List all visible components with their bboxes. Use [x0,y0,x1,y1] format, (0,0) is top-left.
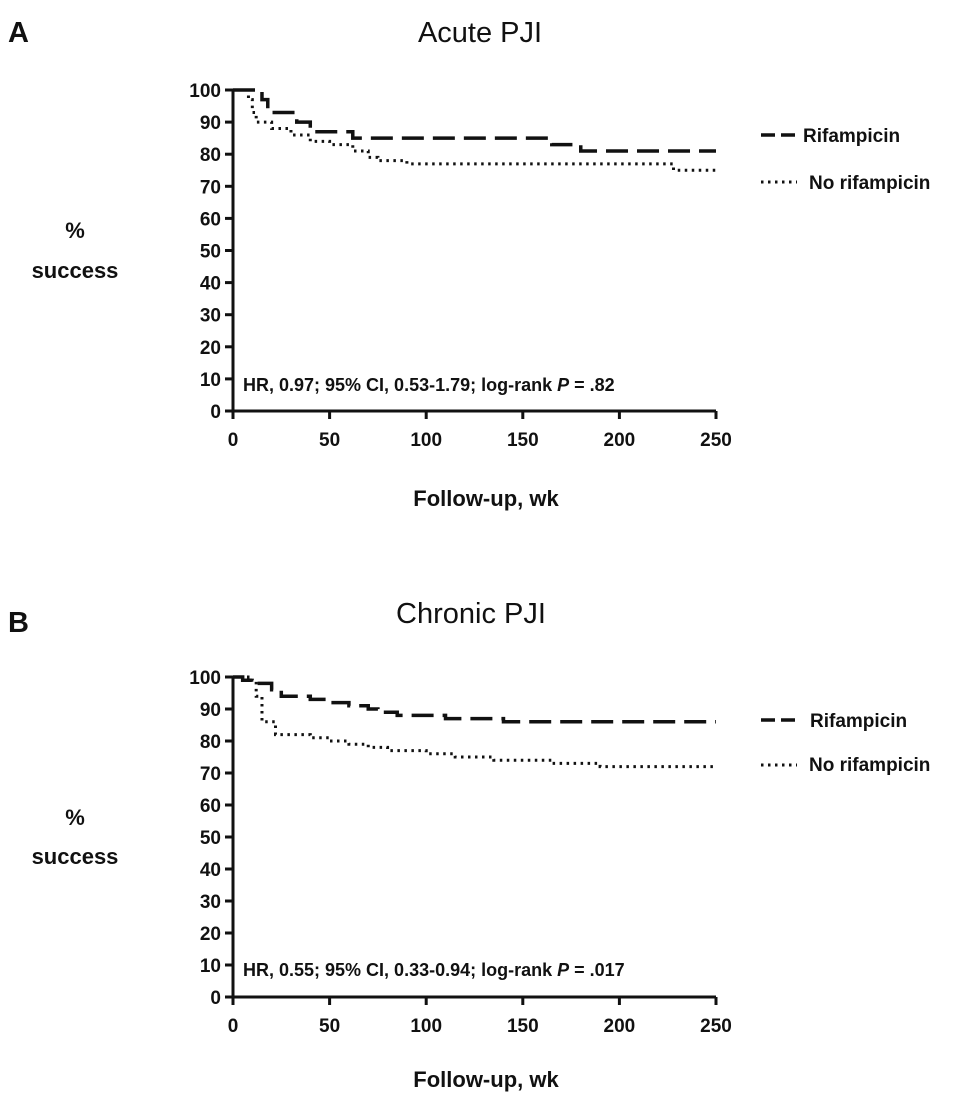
y-tick-label: 50 [200,828,221,849]
legend-label: No rifampicin [809,173,930,194]
y-tick-label: 40 [200,274,221,295]
y-axis-label-line1: % [65,805,85,830]
legend: Rifampicin No rifampicin [761,711,930,776]
series-line-rifampicin [233,88,716,153]
plot-area [233,88,716,172]
panel-a: A Acute PJI % success Follow-up, wk HR, … [8,17,930,511]
stats-annotation: HR, 0.97; 95% CI, 0.53-1.79; log-rank P … [243,375,615,395]
y-axis-label-line1: % [65,218,85,243]
stats-annotation: HR, 0.55; 95% CI, 0.33-0.94; log-rank P … [243,960,625,980]
x-tick-label: 200 [604,430,636,451]
x-tick-label: 0 [228,430,239,451]
series-line-no-rifampicin [233,88,716,172]
y-tick-label: 70 [200,177,221,198]
x-tick-label: 200 [604,1016,636,1037]
x-tick-label: 250 [700,1016,732,1037]
axes: 0 10 20 30 40 50 60 70 80 90 100 0 50 100 150 200 250 [189,81,732,451]
plot-area [233,675,716,769]
x-axis-label: Follow-up, wk [413,486,559,511]
y-tick-label: 20 [200,338,221,359]
chart-title: Acute PJI [418,17,542,49]
panel-letter: A [8,17,29,49]
legend-label: Rifampicin [810,711,907,732]
legend-label: Rifampicin [803,126,900,147]
y-tick-label: 100 [189,81,221,102]
panel-b: B Chronic PJI % success Follow-up, wk HR… [8,598,930,1092]
y-axis-label-line2: success [32,258,119,283]
axes: 0 10 20 30 40 50 60 70 80 90 100 0 50 100 150 200 250 [189,668,732,1037]
chart-title: Chronic PJI [396,598,546,630]
y-tick-label: 20 [200,924,221,945]
legend: Rifampicin No rifampicin [761,126,930,194]
series-line-rifampicin [233,675,716,724]
y-tick-label: 90 [200,113,221,134]
x-axis-label: Follow-up, wk [413,1067,559,1092]
x-tick-label: 100 [410,1016,442,1037]
y-axis-label-line2: success [32,844,119,869]
y-tick-label: 10 [200,370,221,391]
x-tick-label: 100 [410,430,442,451]
y-tick-label: 0 [210,988,221,1009]
y-tick-label: 30 [200,892,221,913]
y-tick-label: 90 [200,700,221,721]
y-tick-label: 100 [189,668,221,689]
y-tick-label: 0 [210,402,221,423]
x-tick-label: 150 [507,430,539,451]
panel-letter: B [8,607,29,639]
x-tick-label: 50 [319,430,340,451]
x-tick-label: 150 [507,1016,539,1037]
y-tick-label: 40 [200,860,221,881]
y-tick-label: 30 [200,306,221,327]
y-tick-label: 80 [200,145,221,166]
y-tick-label: 60 [200,796,221,817]
x-tick-label: 250 [700,430,732,451]
y-tick-label: 50 [200,242,221,263]
x-tick-label: 0 [228,1016,239,1037]
y-tick-label: 70 [200,764,221,785]
x-tick-label: 50 [319,1016,340,1037]
y-tick-label: 80 [200,732,221,753]
y-tick-label: 10 [200,956,221,977]
y-tick-label: 60 [200,209,221,230]
legend-label: No rifampicin [809,755,930,776]
